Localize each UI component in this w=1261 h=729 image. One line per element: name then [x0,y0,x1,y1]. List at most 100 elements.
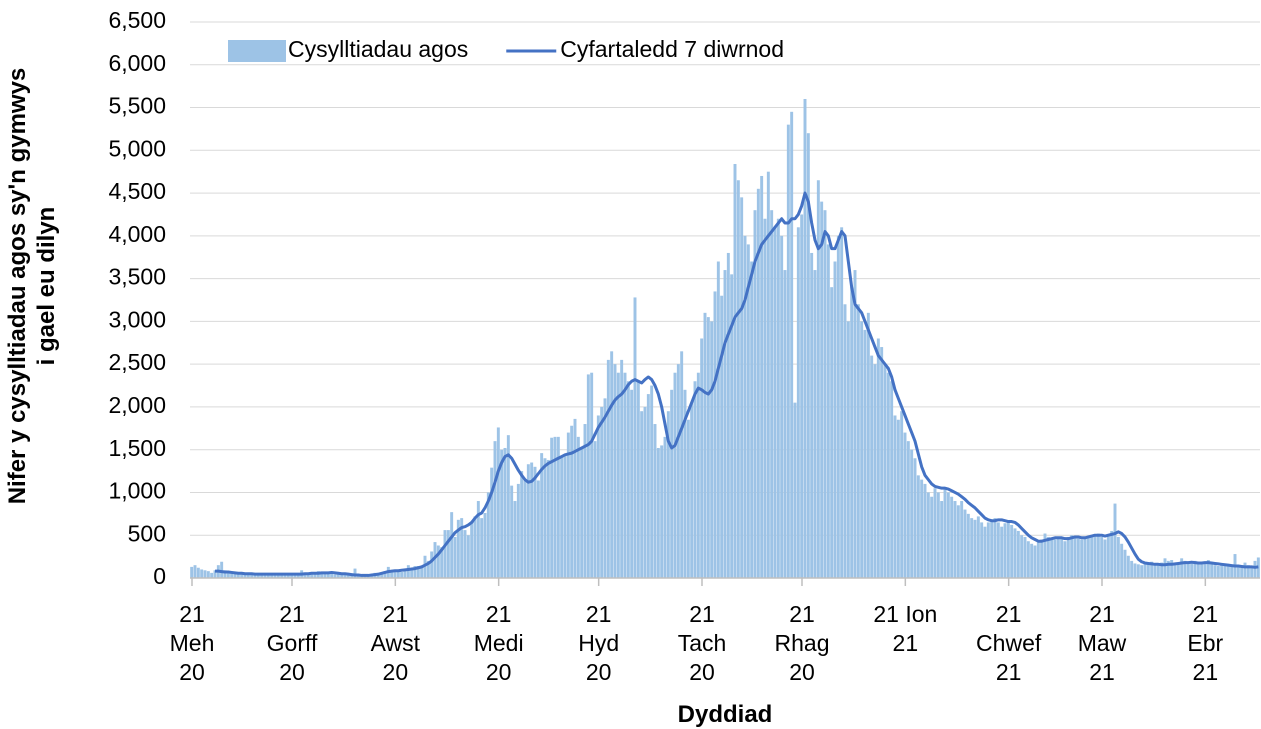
bar [713,291,717,578]
bar [966,513,970,578]
bar [1170,560,1174,578]
bar [200,569,204,578]
x-tick-label: 21 Hyd 20 [578,601,620,685]
bar [933,488,937,578]
bar [866,312,870,578]
bar [556,436,560,578]
bar [660,445,664,578]
bar [686,419,690,578]
bar [710,321,714,578]
bar [473,516,477,578]
legend-label: Cysylltiadau agos [288,36,468,62]
bar [1116,536,1120,578]
bar [1213,565,1217,578]
bar [450,512,454,578]
bar [513,501,517,578]
bar [340,573,344,578]
bar [1073,536,1077,578]
bar [523,479,527,578]
bar [423,555,427,578]
bar [246,573,250,578]
bar [1056,537,1060,578]
bar [356,575,360,578]
bar [273,574,277,578]
bar [1226,566,1230,578]
bar [796,227,800,579]
bar [510,485,514,578]
bar [790,111,794,579]
bar [1000,526,1004,578]
bar [546,459,550,578]
y-tick-label: 1,500 [108,435,166,461]
bar [290,574,294,578]
bar [376,574,380,578]
bar [733,163,737,579]
bar [1023,536,1027,578]
bar [613,364,617,578]
bar [826,244,830,578]
legend-swatch [228,40,286,62]
bar [503,447,507,578]
bar [1140,565,1144,578]
bar [636,381,640,578]
y-tick-label: 5,000 [108,135,166,161]
bar [1126,555,1130,578]
bar [500,449,504,578]
bar [410,568,414,578]
bar [690,402,694,578]
bar [890,381,894,578]
bar [676,364,680,578]
bar [843,304,847,578]
bar [286,574,290,578]
bar [996,522,1000,578]
y-tick-label: 5,500 [108,93,166,119]
x-tick-label: 21 Medi 20 [473,601,524,685]
bar [836,235,840,578]
bar [1106,535,1110,578]
bar [800,214,804,578]
bar [940,501,944,578]
bar [226,572,230,578]
x-axis-title: Dyddiad [677,701,773,728]
bar [633,297,637,578]
bar [1146,562,1150,578]
bar [550,437,554,578]
bar [336,572,340,578]
bar [1186,562,1190,578]
bar [1050,538,1054,578]
bar [1006,521,1010,578]
bar [1250,567,1254,578]
bar [1093,535,1097,578]
bar [680,351,684,578]
x-tick-label: 21 Rhag 20 [774,601,830,685]
bar [896,419,900,578]
bar [903,432,907,578]
bar [443,530,447,578]
bar [696,372,700,578]
bar [913,458,917,578]
bar [880,347,884,578]
bar [586,374,590,578]
x-tick-label: 21 Awst 20 [370,601,421,685]
bar [950,496,954,578]
x-tick-label: 21 Ebr 21 [1187,601,1224,685]
bar [1176,564,1180,578]
bar [266,573,270,578]
bar [576,436,580,578]
bar [926,492,930,578]
bar [993,518,997,578]
bar [506,435,510,578]
bar [330,573,334,578]
bar [310,572,314,578]
bar [270,574,274,578]
bar [766,171,770,578]
bar [1203,561,1207,578]
bar [540,453,544,578]
y-tick-label: 6,500 [108,7,166,33]
bar [223,570,227,578]
bar [1183,560,1187,578]
bar [493,441,497,578]
bar [1130,560,1134,578]
bar [990,519,994,578]
bar [470,521,474,578]
